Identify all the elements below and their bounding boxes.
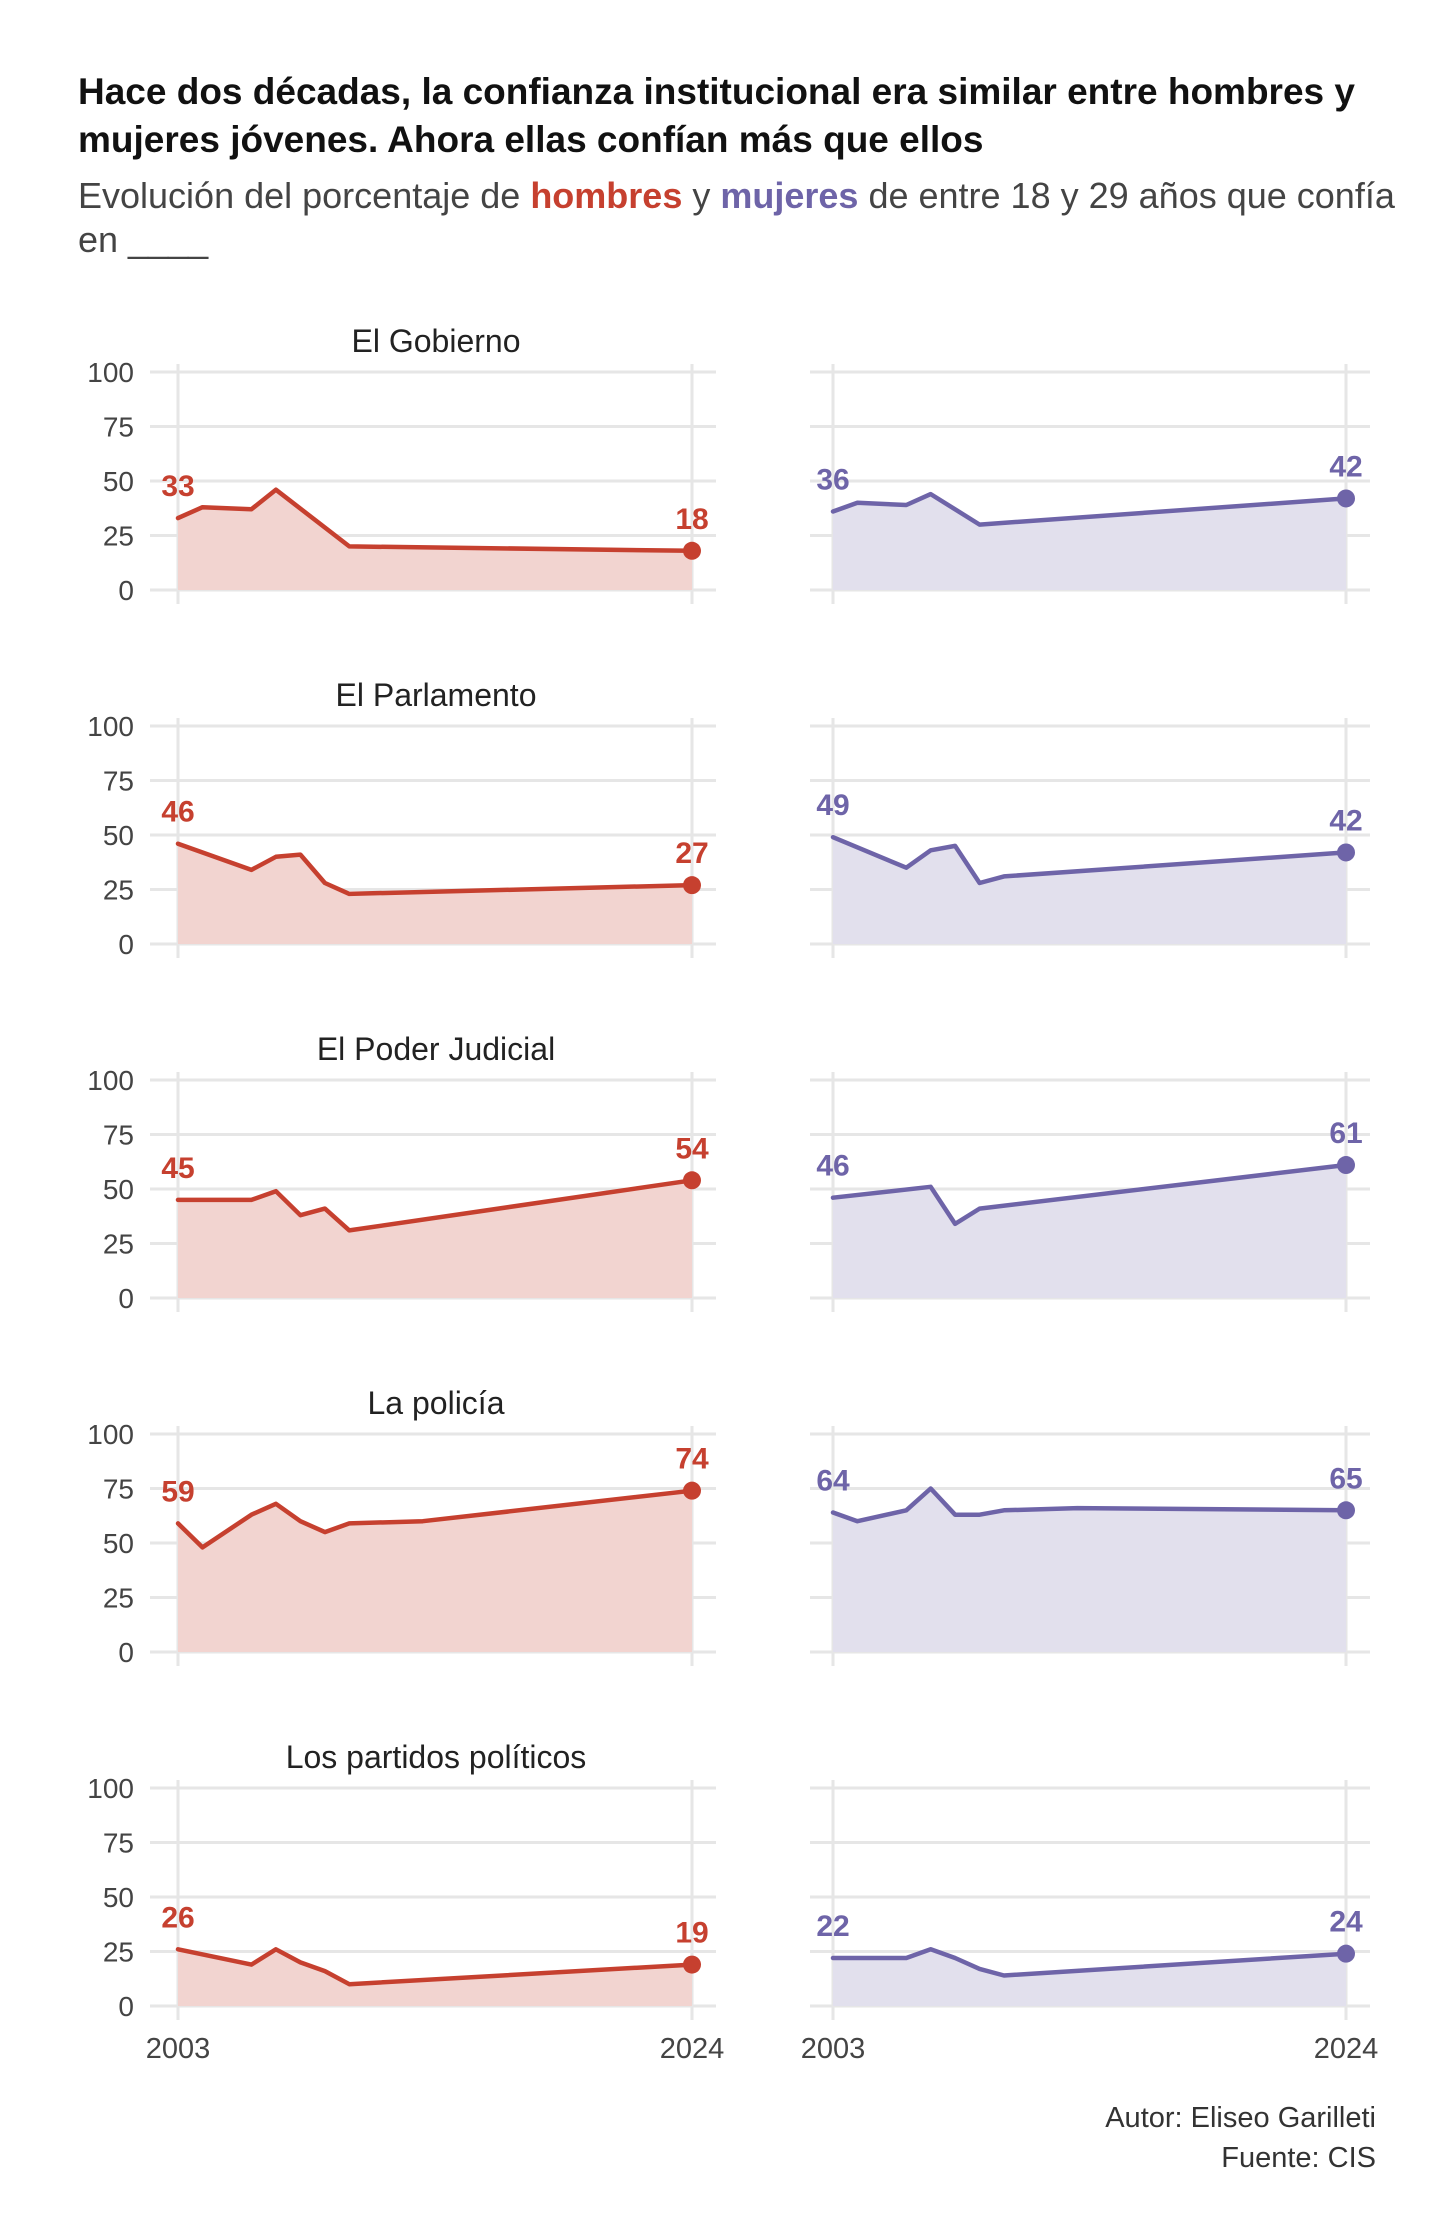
y-tick-label: 0: [118, 1283, 134, 1314]
women-end-label: 61: [1329, 1117, 1362, 1150]
y-tick-label: 0: [118, 575, 134, 606]
legend-men-label: hombres: [530, 175, 683, 216]
men-line: [175, 487, 695, 554]
men-end-label: 27: [675, 837, 708, 870]
women-end-label: 42: [1329, 804, 1362, 837]
men-line: [175, 1488, 695, 1550]
men-area: [178, 1490, 692, 1652]
women-area: [833, 1165, 1346, 1298]
x-tick-label: 2003: [801, 2033, 866, 2065]
women-line: [830, 1947, 1349, 1978]
men-end-label: 19: [675, 1917, 708, 1950]
men-start-label: 46: [161, 796, 194, 829]
panel-title: El Poder Judicial: [317, 1031, 555, 1067]
y-tick-label: 0: [118, 1991, 134, 2022]
y-tick-label: 50: [103, 1882, 134, 1913]
men-end-label: 18: [675, 503, 708, 536]
men-start-label: 45: [161, 1152, 194, 1185]
women-line: [830, 834, 1349, 886]
women-end-point: [1337, 1944, 1355, 1963]
men-start-label: 33: [161, 470, 194, 503]
y-tick-label: 100: [87, 1773, 134, 1804]
y-tick-label: 50: [103, 820, 134, 851]
y-tick-label: 0: [118, 1637, 134, 1668]
women-start-label: 46: [816, 1150, 849, 1183]
chart-title: Hace dos décadas, la confianza instituci…: [78, 71, 1355, 160]
men-start-label: 59: [161, 1475, 194, 1508]
source-credit: Fuente: CIS: [1221, 2142, 1376, 2174]
women-end-point: [1337, 1156, 1355, 1175]
subtitle-outro: de entre 18 y 29 años que confía en ____: [78, 175, 1395, 260]
women-end-label: 65: [1329, 1462, 1362, 1495]
author-credit: Autor: Eliseo Garilleti: [1105, 2102, 1376, 2134]
subtitle-intro: Evolución del porcentaje de: [78, 175, 531, 216]
women-start-label: 22: [816, 1910, 849, 1943]
y-tick-label: 100: [87, 357, 134, 388]
men-area: [178, 1949, 692, 2006]
panel-title: El Parlamento: [336, 677, 537, 713]
x-tick-label: 2003: [146, 2033, 211, 2065]
panel-title: Los partidos políticos: [286, 1739, 587, 1775]
y-tick-label: 100: [87, 711, 134, 742]
women-end-label: 24: [1329, 1906, 1363, 1939]
x-tick-label: 2024: [1314, 2033, 1379, 2065]
men-line: [175, 841, 695, 897]
x-tick-label: 2024: [660, 2033, 725, 2065]
women-end-label: 42: [1329, 450, 1362, 483]
men-area: [178, 1180, 692, 1298]
y-tick-label: 25: [103, 1583, 134, 1614]
y-tick-label: 100: [87, 1419, 134, 1450]
men-end-point: [683, 541, 701, 560]
women-area: [833, 494, 1346, 590]
y-tick-label: 100: [87, 1065, 134, 1096]
women-start-label: 49: [816, 789, 849, 822]
women-line: [830, 1162, 1349, 1227]
men-end-point: [683, 1171, 701, 1190]
subtitle-connector: y: [682, 175, 721, 216]
chart-footer: Autor: Eliseo Garilleti Fuente: CIS: [1105, 2098, 1376, 2178]
women-line: [830, 491, 1349, 527]
y-tick-label: 25: [103, 1229, 134, 1260]
y-tick-label: 50: [103, 466, 134, 497]
y-tick-label: 75: [103, 412, 134, 443]
y-tick-label: 25: [103, 521, 134, 552]
y-tick-label: 50: [103, 1174, 134, 1205]
women-start-label: 36: [816, 464, 849, 497]
men-end-point: [683, 876, 701, 895]
y-tick-label: 75: [103, 1474, 134, 1505]
y-tick-label: 25: [103, 1937, 134, 1968]
women-area: [833, 1488, 1346, 1652]
men-end-point: [683, 1481, 701, 1500]
women-end-point: [1337, 489, 1355, 508]
y-tick-label: 75: [103, 1120, 134, 1151]
y-tick-label: 75: [103, 766, 134, 797]
y-tick-label: 50: [103, 1528, 134, 1559]
y-tick-label: 75: [103, 1828, 134, 1859]
panel-title: El Gobierno: [352, 323, 521, 359]
women-line: [830, 1486, 1349, 1524]
legend-women-label: mujeres: [720, 175, 859, 216]
y-tick-label: 25: [103, 875, 134, 906]
men-start-label: 26: [161, 1901, 194, 1934]
men-end-point: [683, 1955, 701, 1974]
women-end-point: [1337, 1501, 1355, 1520]
y-tick-label: 0: [118, 929, 134, 960]
women-end-point: [1337, 843, 1355, 862]
men-end-label: 54: [675, 1132, 709, 1165]
men-line: [175, 1178, 695, 1233]
panel-title: La policía: [368, 1385, 505, 1421]
men-line: [175, 1947, 695, 1987]
women-area: [833, 837, 1346, 944]
women-start-label: 64: [816, 1464, 850, 1497]
chart-subtitle: Evolución del porcentaje de hombres y mu…: [78, 174, 1398, 262]
men-end-label: 74: [675, 1443, 709, 1476]
